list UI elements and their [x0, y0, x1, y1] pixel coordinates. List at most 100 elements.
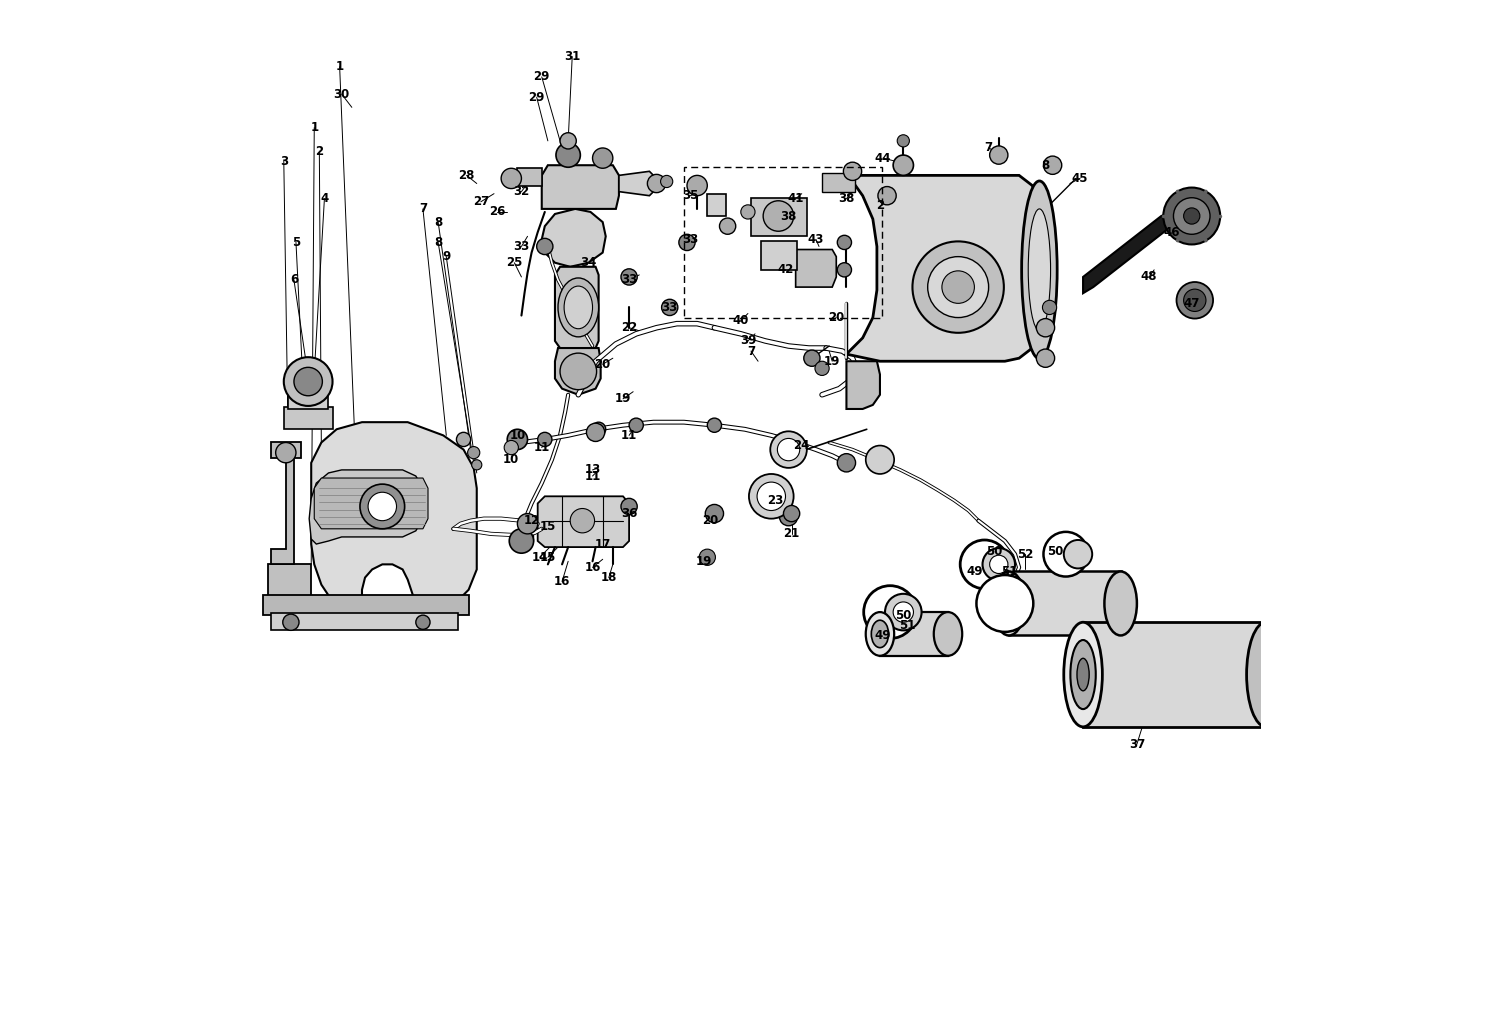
Text: 20: 20 — [702, 515, 718, 527]
Polygon shape — [554, 266, 598, 348]
Ellipse shape — [992, 572, 1026, 636]
Text: 11: 11 — [584, 470, 601, 482]
Text: 38: 38 — [839, 192, 854, 205]
Circle shape — [560, 133, 577, 148]
Text: 26: 26 — [489, 205, 505, 219]
Circle shape — [505, 440, 518, 455]
Text: 42: 42 — [777, 263, 794, 277]
Bar — [751, 197, 807, 236]
Text: 12: 12 — [524, 515, 539, 527]
Polygon shape — [518, 168, 542, 185]
Text: 33: 33 — [661, 301, 678, 314]
Text: 39: 39 — [739, 335, 756, 348]
Circle shape — [509, 529, 533, 553]
Circle shape — [468, 446, 480, 459]
Circle shape — [294, 367, 322, 396]
Text: 10: 10 — [509, 429, 526, 441]
Circle shape — [661, 175, 673, 187]
Ellipse shape — [559, 278, 598, 337]
Text: 50: 50 — [986, 545, 1003, 557]
Circle shape — [501, 168, 521, 188]
Polygon shape — [538, 496, 630, 547]
Circle shape — [1184, 289, 1206, 311]
Circle shape — [592, 422, 605, 436]
Circle shape — [780, 507, 798, 526]
Circle shape — [982, 548, 1015, 581]
Ellipse shape — [1021, 181, 1057, 359]
Text: 50: 50 — [1048, 545, 1063, 557]
Circle shape — [699, 549, 715, 565]
Text: 44: 44 — [875, 152, 892, 165]
Circle shape — [1042, 300, 1057, 314]
Circle shape — [976, 575, 1033, 632]
Circle shape — [508, 429, 527, 450]
Text: 19: 19 — [614, 393, 631, 406]
Polygon shape — [846, 361, 880, 409]
Circle shape — [1044, 532, 1089, 577]
Text: 20: 20 — [595, 358, 611, 371]
Circle shape — [592, 147, 613, 168]
Ellipse shape — [1077, 658, 1089, 691]
Polygon shape — [619, 171, 657, 195]
Text: 17: 17 — [595, 538, 611, 550]
Ellipse shape — [872, 620, 889, 648]
Text: 3: 3 — [280, 155, 288, 168]
Text: 8: 8 — [434, 236, 443, 249]
Polygon shape — [542, 165, 619, 208]
Circle shape — [661, 299, 678, 315]
Text: 15: 15 — [539, 551, 556, 563]
Text: 37: 37 — [1130, 737, 1145, 751]
Text: 7: 7 — [747, 345, 755, 358]
Circle shape — [620, 498, 637, 515]
Circle shape — [679, 234, 696, 250]
Circle shape — [866, 445, 895, 474]
Text: 8: 8 — [434, 216, 443, 229]
Bar — [288, 388, 328, 409]
Text: 16: 16 — [554, 576, 571, 588]
Polygon shape — [271, 613, 458, 631]
Text: 33: 33 — [514, 240, 530, 253]
Ellipse shape — [1029, 208, 1051, 331]
Text: 4: 4 — [321, 192, 328, 205]
Polygon shape — [795, 249, 836, 287]
Circle shape — [1044, 156, 1062, 174]
Text: 34: 34 — [580, 256, 596, 270]
Ellipse shape — [565, 286, 592, 328]
Text: 49: 49 — [875, 629, 892, 642]
Text: 9: 9 — [443, 250, 450, 263]
Circle shape — [360, 484, 405, 529]
Circle shape — [720, 218, 736, 234]
Text: 8: 8 — [1041, 159, 1050, 172]
Circle shape — [471, 460, 482, 470]
Text: 27: 27 — [473, 195, 489, 208]
Circle shape — [536, 238, 553, 254]
Circle shape — [893, 155, 914, 175]
Bar — [283, 407, 333, 429]
Text: 30: 30 — [333, 87, 349, 101]
Circle shape — [708, 418, 721, 432]
Text: 10: 10 — [503, 454, 520, 466]
Circle shape — [687, 175, 708, 195]
Text: 11: 11 — [533, 441, 550, 454]
Circle shape — [1176, 282, 1212, 318]
Text: 32: 32 — [514, 185, 530, 198]
Text: 23: 23 — [767, 494, 783, 506]
Circle shape — [1173, 197, 1209, 234]
Circle shape — [518, 514, 538, 534]
Text: 14: 14 — [532, 551, 548, 563]
Text: 6: 6 — [289, 274, 298, 287]
Text: 38: 38 — [780, 210, 797, 223]
Text: 22: 22 — [620, 321, 637, 335]
Polygon shape — [264, 595, 468, 615]
Circle shape — [283, 614, 300, 631]
Polygon shape — [1083, 212, 1178, 293]
Bar — [822, 173, 854, 191]
Ellipse shape — [934, 612, 962, 656]
Circle shape — [989, 145, 1008, 164]
Bar — [708, 193, 726, 216]
Circle shape — [571, 508, 595, 533]
Circle shape — [864, 586, 917, 639]
Circle shape — [586, 423, 605, 441]
Text: 45: 45 — [1072, 172, 1089, 185]
Ellipse shape — [1063, 622, 1102, 727]
